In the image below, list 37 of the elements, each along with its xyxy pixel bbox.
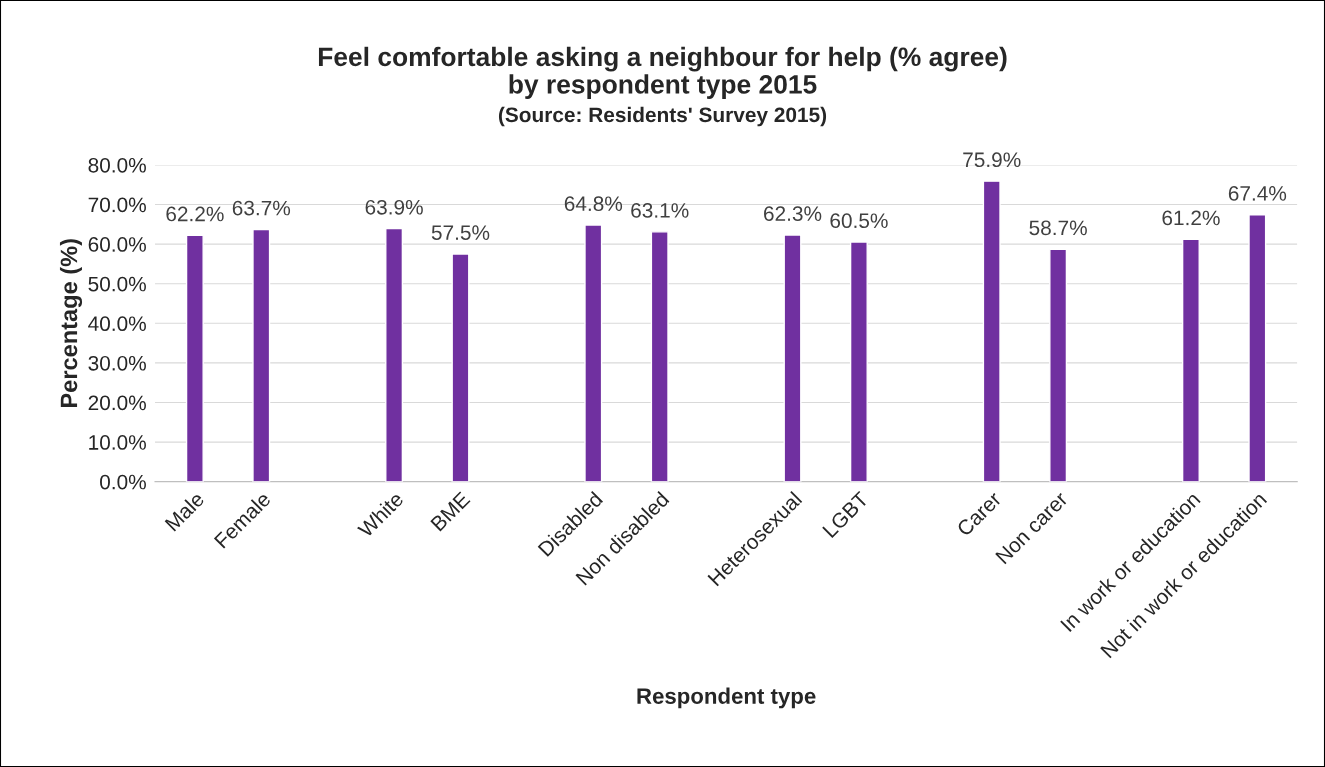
bar bbox=[650, 231, 669, 482]
y-tick-label: 70.0% bbox=[88, 197, 146, 213]
data-label: 63.9% bbox=[365, 199, 423, 215]
y-tick-label: 40.0% bbox=[88, 316, 146, 332]
bar bbox=[584, 224, 603, 482]
data-label: 63.1% bbox=[631, 203, 689, 218]
bar bbox=[185, 234, 204, 482]
y-tick-label: 20.0% bbox=[88, 395, 146, 411]
data-label: 75.9% bbox=[963, 152, 1021, 168]
bar bbox=[385, 227, 404, 482]
bar bbox=[783, 234, 802, 482]
bar bbox=[982, 180, 1001, 482]
y-axis-title: Percentage (%) bbox=[59, 239, 83, 407]
data-label: 67.4% bbox=[1228, 186, 1287, 201]
bar bbox=[1049, 248, 1068, 482]
chart-subtitle: (Source: Residents' Survey 2015) bbox=[498, 106, 827, 127]
data-label: 63.7% bbox=[232, 200, 291, 216]
y-tick-label: 30.0% bbox=[88, 355, 146, 371]
bar bbox=[849, 241, 868, 482]
x-axis-title: Respondent type bbox=[637, 687, 816, 709]
y-tick-label: 0.0% bbox=[100, 474, 146, 490]
y-tick-label: 50.0% bbox=[88, 276, 146, 292]
y-tick-label: 80.0% bbox=[88, 157, 146, 173]
data-label: 64.8% bbox=[564, 196, 623, 212]
bar bbox=[1181, 238, 1200, 482]
data-label: 61.2% bbox=[1162, 210, 1220, 226]
data-label: 57.5% bbox=[431, 225, 490, 240]
bar bbox=[451, 253, 470, 482]
data-label: 60.5% bbox=[830, 213, 888, 229]
y-tick-label: 60.0% bbox=[88, 237, 146, 252]
chart-title: Feel comfortable asking a neighbour for help (% agree) by respondent type 2015 bbox=[318, 46, 1007, 99]
data-label: 62.2% bbox=[166, 206, 224, 222]
data-label: 62.3% bbox=[764, 206, 822, 221]
y-tick-label: 10.0% bbox=[89, 435, 146, 450]
data-label: 58.7% bbox=[1029, 220, 1087, 236]
bar bbox=[1248, 214, 1267, 482]
bar bbox=[252, 228, 271, 482]
